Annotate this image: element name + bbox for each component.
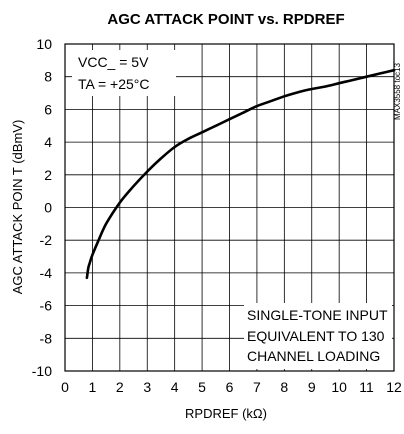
- condition-ta: TA = +25°C: [78, 76, 150, 92]
- x-tick-label: 9: [308, 379, 316, 395]
- y-tick-label: -4: [40, 265, 53, 281]
- y-tick-label: -8: [40, 330, 53, 346]
- y-tick-label: -10: [32, 363, 52, 379]
- y-tick-label: -6: [40, 298, 53, 314]
- x-tick-label: 5: [198, 379, 206, 395]
- conditions-box: [72, 50, 176, 96]
- series-line: [85, 68, 396, 280]
- x-tick-label: 11: [359, 379, 374, 395]
- y-tick-labels: 10 8 6 4 2 0 -2 -4 -6 -8 -10: [32, 36, 52, 379]
- x-tick-label: 7: [253, 379, 261, 395]
- y-tick-label: 4: [44, 134, 52, 150]
- x-tick-label: 0: [61, 379, 69, 395]
- chart-title: AGC ATTACK POINT vs. RPDREF: [107, 11, 344, 28]
- y-tick-label: 8: [44, 69, 52, 85]
- x-tick-label: 2: [116, 379, 124, 395]
- x-tick-label: 3: [143, 379, 151, 395]
- x-tick-label: 12: [386, 379, 402, 395]
- plot-frame: [64, 43, 395, 372]
- y-tick-label: 10: [36, 36, 52, 52]
- figure-id: MAX3558 toc13: [393, 63, 402, 120]
- x-tick-label: 6: [226, 379, 234, 395]
- x-tick-label: 10: [331, 379, 347, 395]
- y-tick-label: 2: [44, 167, 52, 183]
- x-tick-label: 1: [89, 379, 97, 395]
- x-tick-label: 8: [280, 379, 288, 395]
- y-tick-label: 0: [44, 200, 52, 216]
- x-tick-label: 4: [171, 379, 179, 395]
- x-axis-label: RPDREF (kΩ): [185, 406, 267, 421]
- x-tick-labels: 0 1 2 3 4 5 6 7 8 9 10 11 12: [61, 379, 402, 395]
- y-axis-label: AGC ATTACK POIN T (dBmV): [10, 120, 25, 295]
- y-tick-label: 6: [44, 101, 52, 117]
- note-line-1: SINGLE-TONE INPUT: [247, 307, 388, 323]
- note-line-3: CHANNEL LOADING: [247, 348, 380, 364]
- note-box: [244, 303, 392, 369]
- y-tick-label: -2: [40, 232, 53, 248]
- condition-vcc: VCC_ = 5V: [78, 54, 149, 70]
- note-line-2: EQUIVALENT TO 130: [247, 328, 385, 344]
